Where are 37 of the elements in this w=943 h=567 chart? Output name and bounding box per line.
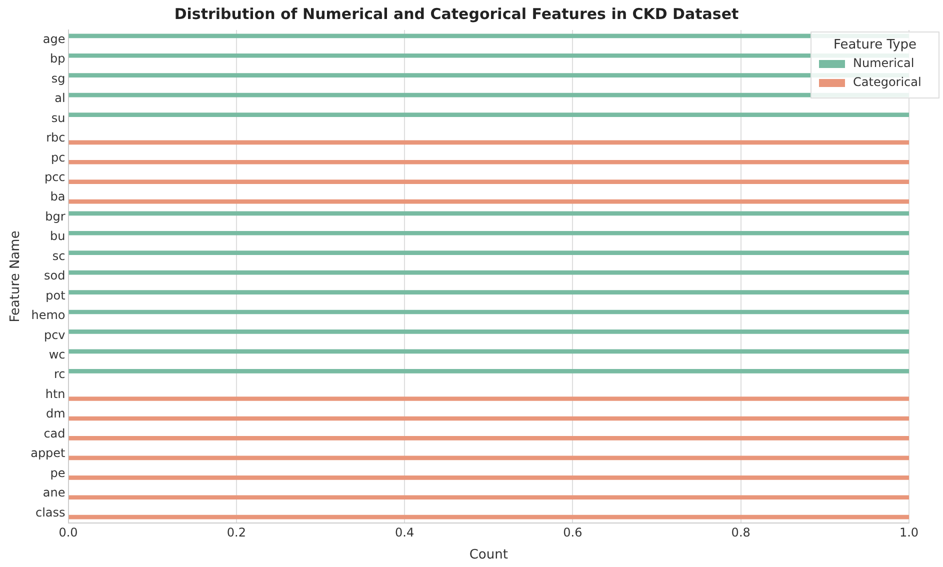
legend-title: Feature Type	[833, 37, 917, 52]
y-tick-label: sc	[52, 248, 66, 263]
y-tick-label: pcv	[44, 328, 66, 342]
y-tick-label: al	[54, 91, 66, 106]
x-tick-label: 1.0	[899, 525, 919, 540]
chart-title: Distribution of Numerical and Categorical Features in CKD Dataset	[174, 4, 739, 23]
y-tick-label: ba	[50, 190, 66, 204]
y-tick-label: rc	[54, 367, 66, 382]
y-tick-label: bu	[50, 229, 66, 244]
y-tick-label: age	[42, 32, 66, 46]
y-axis-title: Feature Name	[8, 230, 24, 322]
y-tick-label: ane	[42, 486, 66, 500]
legend-label: Numerical	[853, 56, 914, 70]
x-tick-label: 0.4	[395, 525, 414, 540]
legend-label: Categorical	[853, 75, 922, 90]
y-tick-label: sg	[51, 71, 66, 86]
y-tick-label: rbc	[46, 130, 66, 145]
y-tick-label: bgr	[45, 209, 66, 224]
x-axis-title: Count	[469, 548, 508, 563]
x-tick-label: 0.6	[563, 525, 582, 540]
y-tick-label: class	[35, 505, 66, 520]
y-tick-label: dm	[46, 406, 66, 421]
y-tick-label: pot	[46, 288, 66, 302]
y-tick-label: htn	[45, 386, 66, 401]
x-tick-label: 0.0	[58, 525, 78, 540]
y-tick-label: sod	[44, 268, 66, 283]
y-tick-label: su	[51, 110, 66, 125]
y-tick-label: wc	[48, 348, 66, 362]
y-tick-label: bp	[50, 52, 66, 66]
y-tick-label: pcc	[44, 170, 66, 184]
x-tick-label: 0.2	[226, 525, 246, 540]
y-tick-label: cad	[44, 426, 66, 440]
y-tick-label: pe	[50, 466, 66, 480]
y-tick-label: hemo	[31, 308, 66, 322]
y-tick-label: appet	[30, 446, 66, 460]
y-tick-label: pc	[51, 150, 66, 164]
x-tick-label: 0.8	[731, 525, 750, 540]
